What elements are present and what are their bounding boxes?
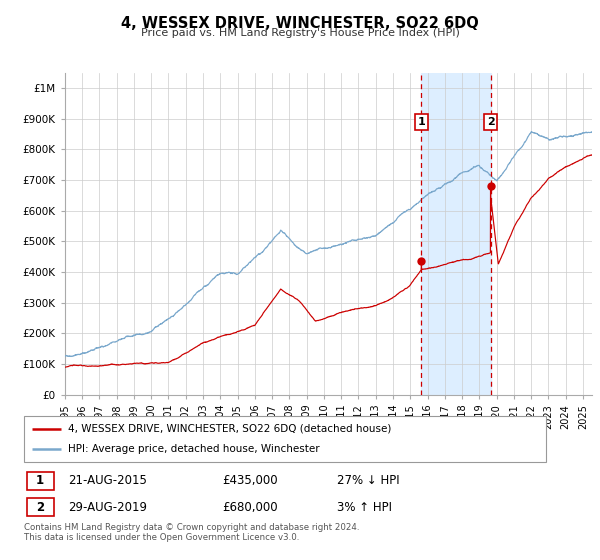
- Text: 2: 2: [36, 501, 44, 514]
- Text: HPI: Average price, detached house, Winchester: HPI: Average price, detached house, Winc…: [68, 444, 320, 454]
- Text: Contains HM Land Registry data © Crown copyright and database right 2024.
This d: Contains HM Land Registry data © Crown c…: [24, 523, 359, 543]
- Text: 2: 2: [487, 117, 494, 127]
- Text: 3% ↑ HPI: 3% ↑ HPI: [337, 501, 392, 514]
- Bar: [26, 472, 54, 489]
- Text: 21-AUG-2015: 21-AUG-2015: [68, 474, 147, 487]
- Text: 1: 1: [418, 117, 425, 127]
- Bar: [26, 498, 54, 516]
- Text: 1: 1: [36, 474, 44, 487]
- Text: 29-AUG-2019: 29-AUG-2019: [68, 501, 148, 514]
- Text: 27% ↓ HPI: 27% ↓ HPI: [337, 474, 400, 487]
- Bar: [421, 73, 491, 395]
- Text: £435,000: £435,000: [223, 474, 278, 487]
- Text: 4, WESSEX DRIVE, WINCHESTER, SO22 6DQ: 4, WESSEX DRIVE, WINCHESTER, SO22 6DQ: [121, 16, 479, 31]
- Text: 4, WESSEX DRIVE, WINCHESTER, SO22 6DQ (detached house): 4, WESSEX DRIVE, WINCHESTER, SO22 6DQ (d…: [68, 424, 392, 434]
- Text: Price paid vs. HM Land Registry's House Price Index (HPI): Price paid vs. HM Land Registry's House …: [140, 28, 460, 38]
- Text: £680,000: £680,000: [223, 501, 278, 514]
